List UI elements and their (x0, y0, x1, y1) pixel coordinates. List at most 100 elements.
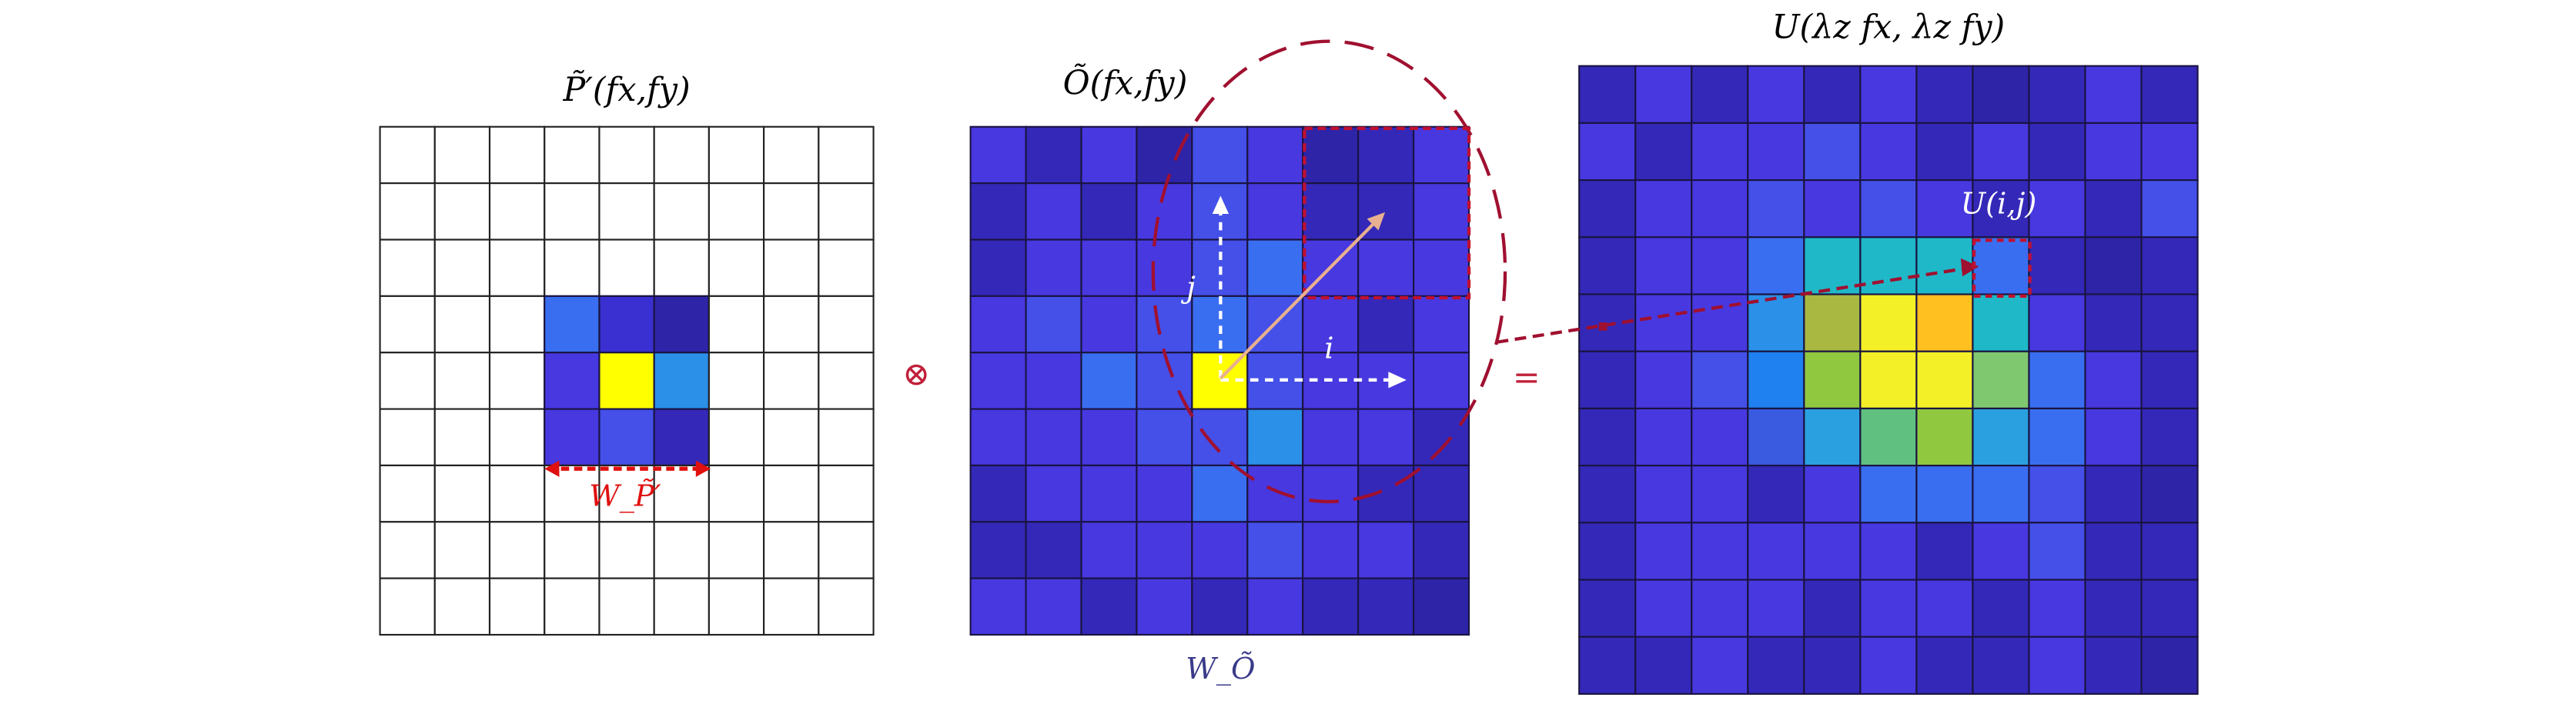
grid-cell (2140, 236, 2199, 295)
grid-cell (1634, 465, 1693, 524)
grid-cell (1747, 122, 1805, 182)
grid-cell (1634, 179, 1693, 239)
grid-cell (379, 408, 436, 466)
grid-cell (1578, 179, 1637, 239)
convolution-symbol: ⊗ (902, 355, 930, 394)
window-rect (1303, 126, 1471, 300)
grid-cell (488, 464, 546, 523)
grid-cell (1302, 125, 1360, 185)
equals-sign: = (1513, 359, 1541, 397)
grid-cell (1413, 577, 1470, 636)
grid-cell (1859, 522, 1918, 581)
grid-cell (1080, 182, 1138, 241)
grid-cell (708, 239, 765, 297)
grid-cell (598, 521, 655, 579)
grid-cell (1246, 125, 1304, 185)
right-grid (1578, 65, 2199, 695)
grid-cell (1080, 464, 1138, 523)
overlay: j i U(i,j) (1151, 39, 2037, 504)
grid-cell (1080, 239, 1138, 297)
grid-cell (1578, 522, 1637, 581)
grid-cell (2084, 350, 2143, 409)
grid-cell (1302, 577, 1360, 636)
grid-cell (2028, 293, 2086, 352)
grid-cell (1025, 521, 1082, 579)
grid-cell (1634, 407, 1693, 467)
grid-cell (653, 239, 710, 297)
grid-cell (1080, 125, 1138, 185)
grid-cell (1915, 179, 1974, 239)
grid-cell (1803, 579, 1862, 638)
left-title: P̃′(fx,fy) (562, 70, 690, 109)
cell-label: U(i,j) (1961, 186, 2037, 221)
grid-cell (1080, 521, 1138, 579)
grid-cell (969, 464, 1027, 523)
grid-cell (1578, 407, 1637, 467)
grid-cell (1915, 636, 1974, 695)
grid-cell (1025, 239, 1082, 297)
grid-cell (1859, 407, 1918, 467)
grid-cell (1080, 408, 1138, 466)
grid-cell (1803, 465, 1862, 524)
grid-cell (1634, 522, 1693, 581)
grid-cell (653, 408, 710, 466)
grid-cell (2084, 179, 2143, 239)
grid-cell (1803, 179, 1862, 239)
grid-cell (1915, 350, 1974, 409)
left-width-label: W_P̃′ (589, 478, 661, 514)
middle-title: Õ(fx,fy) (1063, 63, 1188, 102)
grid-cell (2028, 350, 2086, 409)
grid-cell (818, 295, 875, 354)
grid-cell (433, 239, 491, 297)
grid-cell (653, 125, 710, 185)
grid-cell (1915, 579, 1974, 638)
grid-cell (1413, 239, 1470, 297)
grid-cell (1859, 465, 1918, 524)
grid-cell (1357, 408, 1415, 466)
arrow-head (1388, 372, 1407, 389)
grid-cell (1191, 125, 1249, 185)
arrow-head (1960, 258, 1979, 277)
grid-cell (1691, 179, 1749, 239)
grid-cell (544, 182, 601, 241)
grid-cell (433, 182, 491, 241)
grid-cell (379, 577, 436, 636)
grid-cell (969, 182, 1027, 241)
grid-cell (763, 521, 820, 579)
grid-cell (763, 408, 820, 466)
grid-cell (818, 408, 875, 466)
grid-cell (1025, 125, 1082, 185)
left-grid (379, 125, 875, 636)
grid-cell (763, 352, 820, 410)
grid-cell (1972, 236, 2030, 295)
grid-cell (1578, 122, 1637, 182)
grid-cell (1915, 65, 1974, 124)
grid-cell (1747, 579, 1805, 638)
grid-cell (488, 521, 546, 579)
grid-cell (598, 182, 655, 241)
grid-cell (1803, 636, 1862, 695)
grid-cell (653, 521, 710, 579)
grid-cell (1972, 407, 2030, 467)
grid-cell (1859, 579, 1918, 638)
grid-cell (1025, 577, 1082, 636)
grid-cell (1634, 236, 1693, 295)
grid-cell (1747, 407, 1805, 467)
grid-cell (1413, 408, 1470, 466)
grid-cell (598, 577, 655, 636)
grid-cell (2140, 179, 2199, 239)
grid-cell (1747, 522, 1805, 581)
grid-cell (1634, 293, 1693, 352)
grid-cell (1080, 352, 1138, 410)
grid-cell (1136, 408, 1193, 466)
grid-cell (1634, 350, 1693, 409)
grid-cell (1972, 122, 2030, 182)
grid-cell (2140, 65, 2199, 124)
grid-cell (598, 295, 655, 354)
grid-cell (1578, 236, 1637, 295)
grid-cell (1246, 577, 1304, 636)
grid-cell (598, 408, 655, 466)
grid-cell (818, 577, 875, 636)
grid-cell (1578, 579, 1637, 638)
grid-cell (653, 295, 710, 354)
